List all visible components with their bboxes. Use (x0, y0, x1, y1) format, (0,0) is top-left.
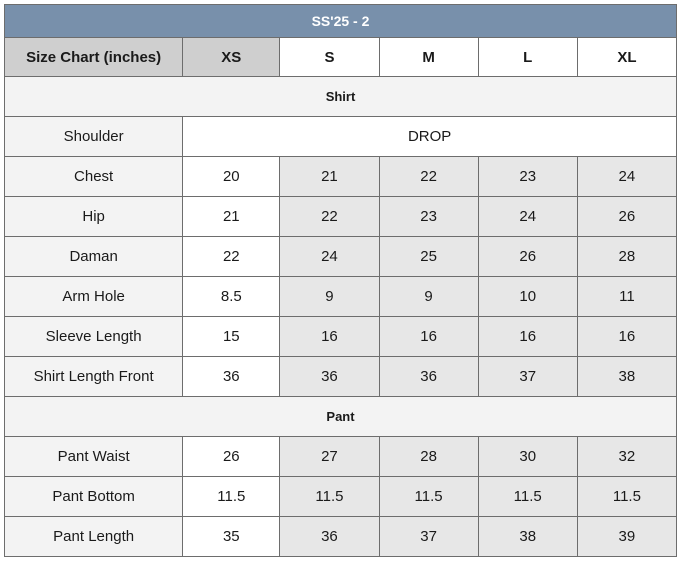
header-row: Size Chart (inches) XS S M L XL (3, 37, 678, 77)
table-cell: 9 (378, 276, 479, 317)
table-cell: 37 (378, 516, 479, 557)
table-cell: 15 (182, 316, 281, 357)
table-cell: 16 (576, 316, 678, 357)
table-cell: 16 (279, 316, 380, 357)
table-row: Pant Length 35 36 37 38 39 (3, 516, 678, 557)
table-row: Pant Waist 26 27 28 30 32 (3, 436, 678, 477)
table-cell: 25 (378, 236, 479, 277)
chart-title: SS'25 - 2 (4, 4, 677, 38)
table-row: Hip 21 22 23 24 26 (3, 196, 678, 237)
row-label: Pant Bottom (3, 476, 184, 517)
table-cell: 11.5 (378, 476, 479, 517)
table-cell: 36 (279, 356, 380, 397)
table-cell: 20 (182, 156, 281, 197)
table-cell: 9 (279, 276, 380, 317)
table-cell: 16 (477, 316, 578, 357)
table-cell: 26 (576, 196, 678, 237)
section-title-pant: Pant (4, 396, 677, 437)
table-cell: 26 (182, 436, 281, 477)
table-cell: 32 (576, 436, 678, 477)
table-cell: 11.5 (477, 476, 578, 517)
table-cell: 30 (477, 436, 578, 477)
table-cell: 11 (576, 276, 678, 317)
section-title-shirt: Shirt (4, 76, 677, 117)
row-label: Pant Waist (3, 436, 184, 477)
table-cell: 37 (477, 356, 578, 397)
row-label: Pant Length (3, 516, 184, 557)
table-row: Arm Hole 8.5 9 9 10 11 (3, 276, 678, 317)
table-cell: 11.5 (576, 476, 678, 517)
table-cell: 36 (378, 356, 479, 397)
row-label: Shirt Length Front (3, 356, 184, 397)
header-label: Size Chart (inches) (3, 37, 184, 77)
row-label: Daman (3, 236, 184, 277)
table-row: Chest 20 21 22 23 24 (3, 156, 678, 197)
title-row: SS'25 - 2 (4, 4, 677, 38)
table-row: Daman 22 24 25 26 28 (3, 236, 678, 277)
table-cell: 38 (576, 356, 678, 397)
row-label: Hip (3, 196, 184, 237)
section-row-pant: Pant (4, 396, 677, 437)
table-row: Pant Bottom 11.5 11.5 11.5 11.5 11.5 (3, 476, 678, 517)
size-header-m: M (378, 37, 479, 77)
row-label: Sleeve Length (3, 316, 184, 357)
table-cell: 23 (477, 156, 578, 197)
size-header-l: L (477, 37, 578, 77)
row-label: Shoulder (3, 116, 184, 157)
table-cell: 8.5 (182, 276, 281, 317)
table-cell: 38 (477, 516, 578, 557)
table-row: Shirt Length Front 36 36 36 37 38 (3, 356, 678, 397)
size-header-xs: XS (182, 37, 281, 77)
size-header-s: S (279, 37, 380, 77)
row-label: Arm Hole (3, 276, 184, 317)
table-cell: 36 (182, 356, 281, 397)
shoulder-value: DROP (182, 116, 677, 157)
table-row: Sleeve Length 15 16 16 16 16 (3, 316, 678, 357)
table-cell: 39 (576, 516, 678, 557)
table-cell: 24 (576, 156, 678, 197)
table-cell: 24 (477, 196, 578, 237)
table-cell: 27 (279, 436, 380, 477)
table-cell: 22 (279, 196, 380, 237)
section-row-shirt: Shirt (4, 76, 677, 117)
table-cell: 36 (279, 516, 380, 557)
table-cell: 23 (378, 196, 479, 237)
table-cell: 35 (182, 516, 281, 557)
table-cell: 28 (378, 436, 479, 477)
table-cell: 11.5 (182, 476, 281, 517)
table-cell: 21 (182, 196, 281, 237)
table-row-shoulder: Shoulder DROP (3, 116, 677, 157)
table-cell: 21 (279, 156, 380, 197)
row-label: Chest (3, 156, 184, 197)
table-cell: 10 (477, 276, 578, 317)
table-cell: 11.5 (279, 476, 380, 517)
table-cell: 16 (378, 316, 479, 357)
table-cell: 22 (378, 156, 479, 197)
table-cell: 28 (576, 236, 678, 277)
size-chart-table: SS'25 - 2 Size Chart (inches) XS S M L X… (3, 4, 678, 557)
size-header-xl: XL (576, 37, 678, 77)
table-cell: 22 (182, 236, 281, 277)
table-cell: 26 (477, 236, 578, 277)
table-cell: 24 (279, 236, 380, 277)
